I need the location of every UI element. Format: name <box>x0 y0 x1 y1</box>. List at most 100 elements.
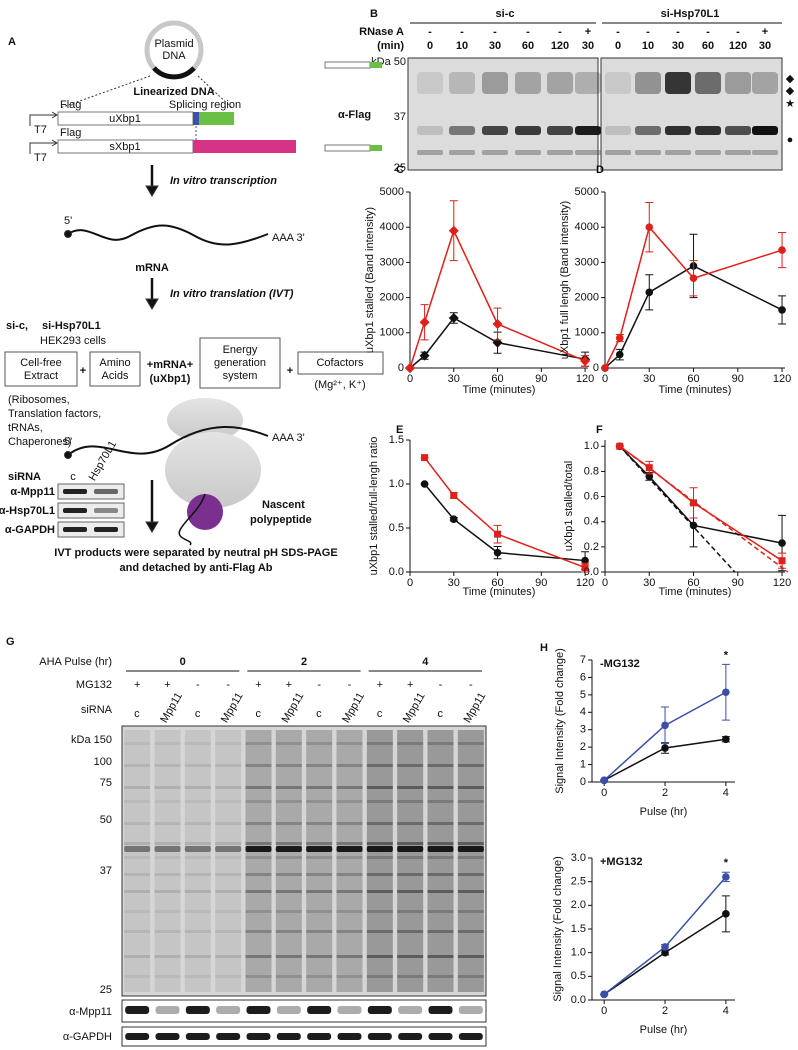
antibody-label: α-GAPDH <box>63 1031 112 1043</box>
gel-band <box>184 856 211 859</box>
gel-band <box>366 742 393 745</box>
mg132-sign: + <box>286 679 292 691</box>
gel-band <box>124 800 151 803</box>
marker <box>661 744 669 752</box>
gel-band <box>695 150 721 155</box>
blot-band <box>185 1006 210 1014</box>
antibody-label: α-GAPDH <box>5 524 55 536</box>
gel-band <box>245 873 272 876</box>
y-tick-label: 0.8 <box>584 465 599 477</box>
y-tick-label: 3.0 <box>571 852 586 864</box>
gel-band <box>336 890 363 893</box>
gel-band <box>275 842 302 845</box>
gel-band <box>215 800 242 803</box>
x-tick-label: 120 <box>576 373 594 385</box>
gel-band <box>215 930 242 933</box>
nascent-label: Nascent <box>262 499 305 511</box>
blot-band <box>155 1033 180 1040</box>
significance: * <box>724 857 729 869</box>
marker <box>722 873 730 881</box>
marker <box>645 472 654 481</box>
gel-band <box>366 856 393 859</box>
significance: * <box>724 649 729 661</box>
y-tick-label: 0.5 <box>571 970 586 982</box>
gel-band <box>635 72 661 94</box>
minutes-label: 0 <box>427 40 433 52</box>
gel-band <box>695 126 721 135</box>
y-tick-label: 1.5 <box>389 434 404 446</box>
y-tick-label: 1 <box>580 758 586 770</box>
gel-band <box>457 856 484 859</box>
gel-band <box>154 742 181 745</box>
x-tick-label: 60 <box>491 373 503 385</box>
blot-band <box>428 1033 453 1040</box>
marker <box>449 515 458 523</box>
gel-band <box>397 930 424 933</box>
gel-band <box>397 846 424 852</box>
gel-band <box>449 72 475 94</box>
marker <box>661 948 669 957</box>
gel-band <box>275 975 302 978</box>
x-tick-label: 30 <box>448 577 460 589</box>
blot-band <box>216 1033 241 1040</box>
gel-band <box>336 910 363 913</box>
y-tick-label: 7 <box>580 654 586 666</box>
marker <box>690 499 698 507</box>
y-tick-label: 4000 <box>380 221 404 233</box>
gel-band <box>154 873 181 876</box>
rnase-sign: + <box>762 26 768 38</box>
y-axis-label: Signal Intensity (Fold change) <box>554 648 566 794</box>
gel-lane <box>427 730 454 992</box>
plus: + <box>287 365 293 377</box>
construct-icon <box>324 144 371 152</box>
caption: and detached by anti-Flag Ab <box>120 562 273 574</box>
gel-band <box>417 126 443 135</box>
marker <box>778 246 786 254</box>
gel-band <box>427 846 454 852</box>
gel-lane <box>457 730 484 992</box>
x-tick-label: 30 <box>643 373 655 385</box>
gel-band <box>482 150 508 155</box>
gel-lane <box>124 730 151 992</box>
y-tick-label: 3000 <box>575 256 599 268</box>
y-tick-label: 6 <box>580 671 586 683</box>
gel-band <box>665 72 691 94</box>
gel-band <box>366 873 393 876</box>
step-label: In vitro transcription <box>170 175 277 187</box>
gel-band <box>575 150 601 155</box>
gel-lane <box>154 730 181 992</box>
band-marker: ◆ <box>786 85 795 97</box>
machinery-label: tRNAs, <box>8 422 43 434</box>
marker <box>616 442 624 450</box>
mg132-sign: - <box>439 679 443 691</box>
blot-band <box>276 1033 301 1040</box>
splicing-label: Splicing region <box>169 99 241 111</box>
gel-band <box>215 742 242 745</box>
gel-band <box>184 873 211 876</box>
y-tick-label: 0.6 <box>584 490 599 502</box>
x-axis-label: Time (minutes) <box>659 384 732 396</box>
marker <box>661 943 669 951</box>
marker <box>419 317 430 328</box>
rnase-sign: - <box>428 26 432 38</box>
blot-band <box>185 1033 210 1040</box>
y-tick-label: 0.0 <box>584 566 599 578</box>
gel-band <box>306 842 333 845</box>
gel-lane <box>215 730 242 992</box>
gel-band <box>336 856 363 859</box>
gel-band <box>215 822 242 825</box>
rnase-sign: - <box>460 26 464 38</box>
construct-label: sXbp1 <box>109 141 140 153</box>
gel-band <box>154 955 181 958</box>
gel-band <box>397 764 424 767</box>
gel-band <box>725 72 751 94</box>
sirna-label: si-Hsp70L1 <box>42 320 101 332</box>
gel-band <box>427 955 454 958</box>
pulse-label: 4 <box>422 656 429 668</box>
minutes-label: 30 <box>489 40 501 52</box>
mrna-end: AAA 3' <box>272 232 305 244</box>
sirna-label: c <box>134 708 140 720</box>
x-axis-label: Pulse (hr) <box>640 806 688 818</box>
gel-band <box>215 786 242 789</box>
gel-band <box>457 975 484 978</box>
